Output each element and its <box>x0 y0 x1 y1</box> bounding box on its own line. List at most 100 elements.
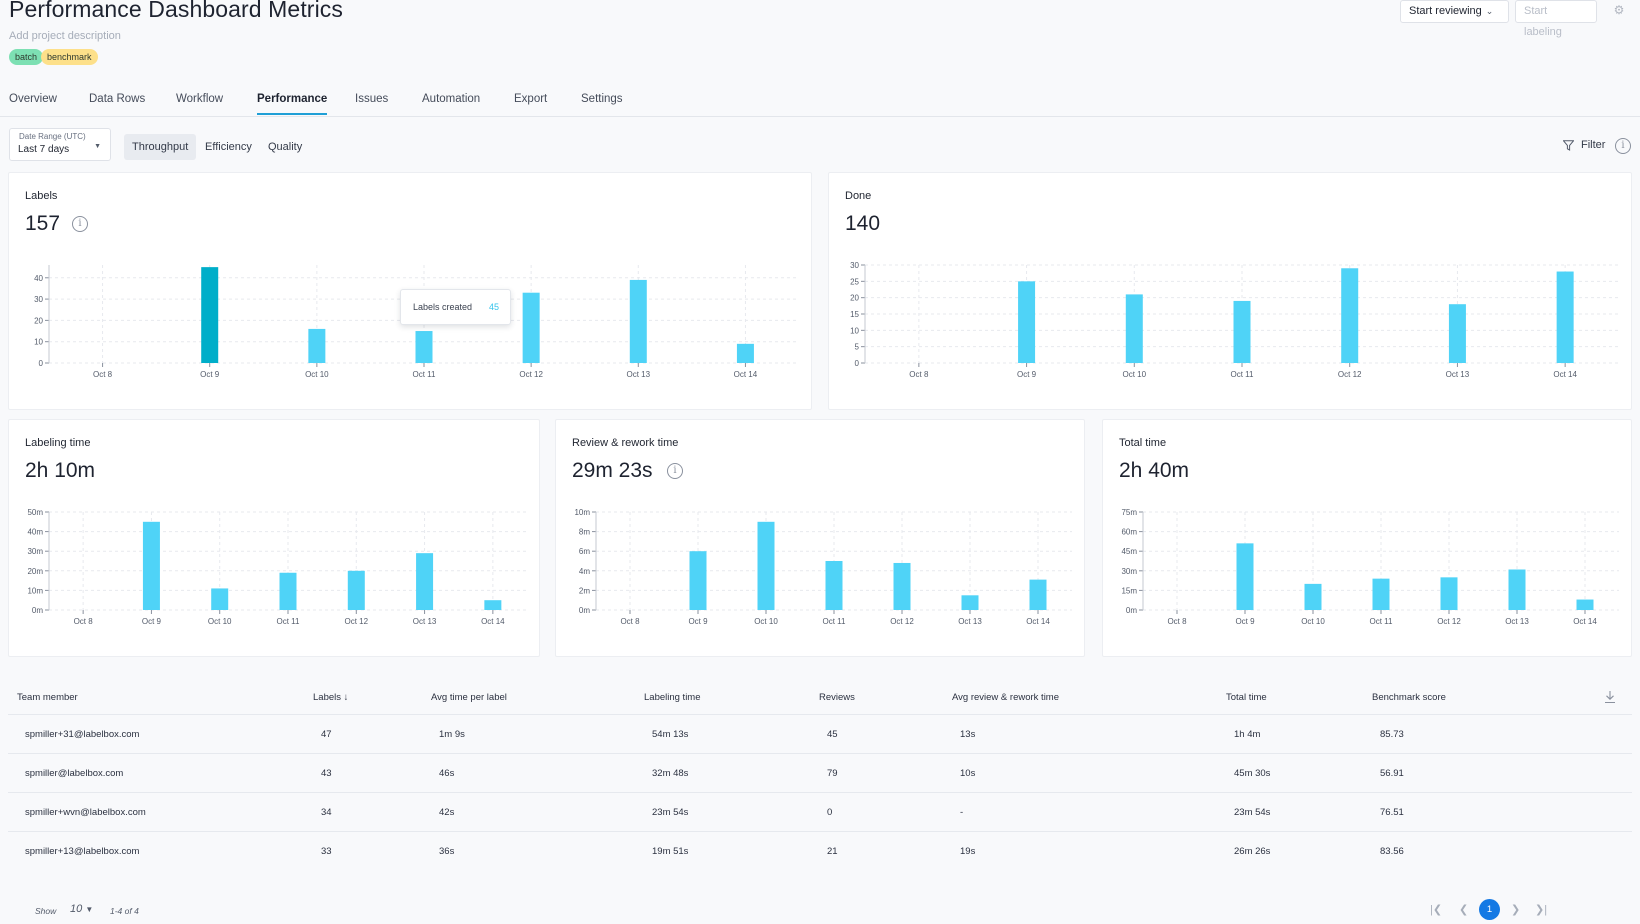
bar-oct-9[interactable] <box>142 521 160 610</box>
bar-oct-13[interactable] <box>416 553 434 610</box>
y-tick-label: 5 <box>855 343 860 352</box>
info-icon[interactable]: i <box>1615 138 1631 154</box>
cell-labeling-time: 19m 51s <box>652 846 689 857</box>
tab-export[interactable]: Export <box>514 93 548 105</box>
segment-efficiency[interactable]: Efficiency <box>205 141 252 153</box>
tag-benchmark[interactable]: benchmark <box>41 49 98 65</box>
page-1-button[interactable]: 1 <box>1479 899 1500 920</box>
x-tick-label: Oct 8 <box>1167 617 1187 626</box>
info-icon[interactable]: i <box>667 463 683 479</box>
download-icon[interactable] <box>1604 690 1616 704</box>
segment-quality[interactable]: Quality <box>268 141 303 153</box>
x-tick-label: Oct 14 <box>734 370 758 379</box>
bar-oct-11[interactable] <box>1233 300 1251 363</box>
bar-oct-10[interactable] <box>308 328 326 363</box>
info-icon[interactable]: i <box>72 216 88 232</box>
bar-oct-14[interactable] <box>1029 579 1047 610</box>
cell-avg-review: - <box>960 807 964 818</box>
next-page-icon[interactable]: ❯ <box>1511 904 1521 916</box>
gear-icon[interactable]: ⚙ <box>1613 3 1625 17</box>
x-tick-label: Oct 11 <box>1231 370 1255 379</box>
x-tick-label: Oct 8 <box>93 370 113 379</box>
bar-oct-11[interactable] <box>415 331 433 363</box>
cell-avg-time: 46s <box>439 768 455 779</box>
bar-oct-9[interactable] <box>1236 543 1254 610</box>
bar-oct-10[interactable] <box>211 588 229 610</box>
total-time-card: Total time 2h 40m 0m 15m 30m 45m 60m 75m Oct 8… <box>1102 419 1632 657</box>
bar-oct-11[interactable] <box>1372 578 1390 610</box>
bar-oct-9[interactable] <box>1018 281 1036 363</box>
tab-data-rows[interactable]: Data Rows <box>89 93 146 105</box>
bar-oct-12[interactable] <box>1440 577 1458 610</box>
bar-oct-12[interactable] <box>1341 268 1359 363</box>
bar-oct-14[interactable] <box>1556 271 1574 363</box>
tab-overview[interactable]: Overview <box>9 93 57 105</box>
bar-oct-12[interactable] <box>347 570 365 610</box>
bar-oct-10[interactable] <box>1304 583 1322 610</box>
bar-oct-9[interactable] <box>689 551 707 610</box>
bar-oct-14[interactable] <box>736 343 754 363</box>
y-tick-label: 15m <box>1121 586 1137 595</box>
y-tick-label: 10 <box>34 338 43 347</box>
bar-oct-11[interactable] <box>279 572 297 610</box>
table-row[interactable]: spmiller+wvn@labelbox.com 34 42s 23m 54s 0 - 2… <box>8 792 1632 831</box>
tab-performance[interactable]: Performance <box>257 93 328 115</box>
done-card-title: Done <box>845 190 872 202</box>
filter-button[interactable]: Filter <box>1581 139 1606 151</box>
column-header-avg-review[interactable]: Avg review & rework time <box>952 692 1059 703</box>
tab-workflow[interactable]: Workflow <box>176 93 224 105</box>
x-tick-label: Oct 12 <box>1437 617 1461 626</box>
y-tick-label: 6m <box>579 547 590 556</box>
bar-oct-13[interactable] <box>961 595 979 610</box>
start-labeling-button[interactable]: Start labeling <box>1515 0 1597 38</box>
done-card: Done 140 0 5 10 15 20 25 30 Oct 8 Oct 9 Oct 10 Oct… <box>828 172 1632 410</box>
date-range-select[interactable]: Date Range (UTC) Last 7 days ▼ <box>9 128 111 161</box>
x-tick-label: Oct 9 <box>1017 370 1037 379</box>
bar-oct-10[interactable] <box>757 521 775 610</box>
column-header-team-member[interactable]: Team member <box>17 692 78 703</box>
column-header-labels[interactable]: Labels ↓ <box>313 692 348 703</box>
table-row[interactable]: spmiller@labelbox.com 43 46s 32m 48s 79 10s 45… <box>8 753 1632 792</box>
first-page-icon[interactable]: |❮ <box>1430 904 1443 916</box>
x-tick-label: Oct 12 <box>519 370 543 379</box>
y-tick-label: 40m <box>27 528 43 537</box>
bar-oct-14[interactable] <box>1576 599 1594 610</box>
project-description-input[interactable]: Add project description <box>9 30 121 42</box>
tab-automation[interactable]: Automation <box>422 93 481 105</box>
x-tick-label: Oct 14 <box>1553 370 1577 379</box>
bar-oct-13[interactable] <box>1448 304 1466 363</box>
y-tick-label: 10m <box>574 508 590 517</box>
tooltip-label: Labels created <box>413 302 473 312</box>
y-tick-label: 4m <box>579 567 590 576</box>
bar-oct-9[interactable] <box>201 267 219 363</box>
column-header-reviews[interactable]: Reviews <box>819 692 855 703</box>
segment-throughput[interactable]: Throughput <box>124 134 197 160</box>
y-tick-label: 0 <box>855 359 860 368</box>
labels-card-title: Labels <box>25 190 58 202</box>
start-reviewing-button[interactable]: Start reviewing ⌄ <box>1400 0 1509 23</box>
y-tick-label: 30 <box>34 295 43 304</box>
prev-page-icon[interactable]: ❮ <box>1459 904 1469 916</box>
filter-icon[interactable] <box>1563 140 1574 151</box>
column-header-avg-time[interactable]: Avg time per label <box>431 692 507 703</box>
bar-oct-14[interactable] <box>484 600 502 610</box>
column-header-benchmark[interactable]: Benchmark score <box>1372 692 1446 703</box>
table-row[interactable]: spmiller+13@labelbox.com 33 36s 19m 51s 21 19… <box>8 831 1632 870</box>
last-page-icon[interactable]: ❯| <box>1535 904 1548 916</box>
bar-oct-12[interactable] <box>522 292 540 363</box>
x-tick-label: Oct 13 <box>958 617 982 626</box>
bar-oct-13[interactable] <box>629 279 647 363</box>
review-rework-chart: 0m 2m 4m 6m 8m 10m Oct 8 Oct 9 Oct 10 Oct 11 Oct 1… <box>574 508 1072 626</box>
column-header-labeling-time[interactable]: Labeling time <box>644 692 701 703</box>
page-size-select[interactable]: 10 ▼ <box>70 903 93 915</box>
tab-issues[interactable]: Issues <box>355 93 389 105</box>
column-header-total-time[interactable]: Total time <box>1226 692 1267 703</box>
bar-oct-12[interactable] <box>893 562 911 610</box>
bar-oct-10[interactable] <box>1125 294 1143 363</box>
table-row[interactable]: spmiller+31@labelbox.com 47 1m 9s 54m 13s 45… <box>8 714 1632 753</box>
chevron-down-icon: ⌄ <box>1485 6 1494 16</box>
tag-batch[interactable]: batch <box>9 49 44 65</box>
bar-oct-11[interactable] <box>825 561 843 610</box>
bar-oct-13[interactable] <box>1508 569 1526 610</box>
tab-settings[interactable]: Settings <box>581 93 623 105</box>
